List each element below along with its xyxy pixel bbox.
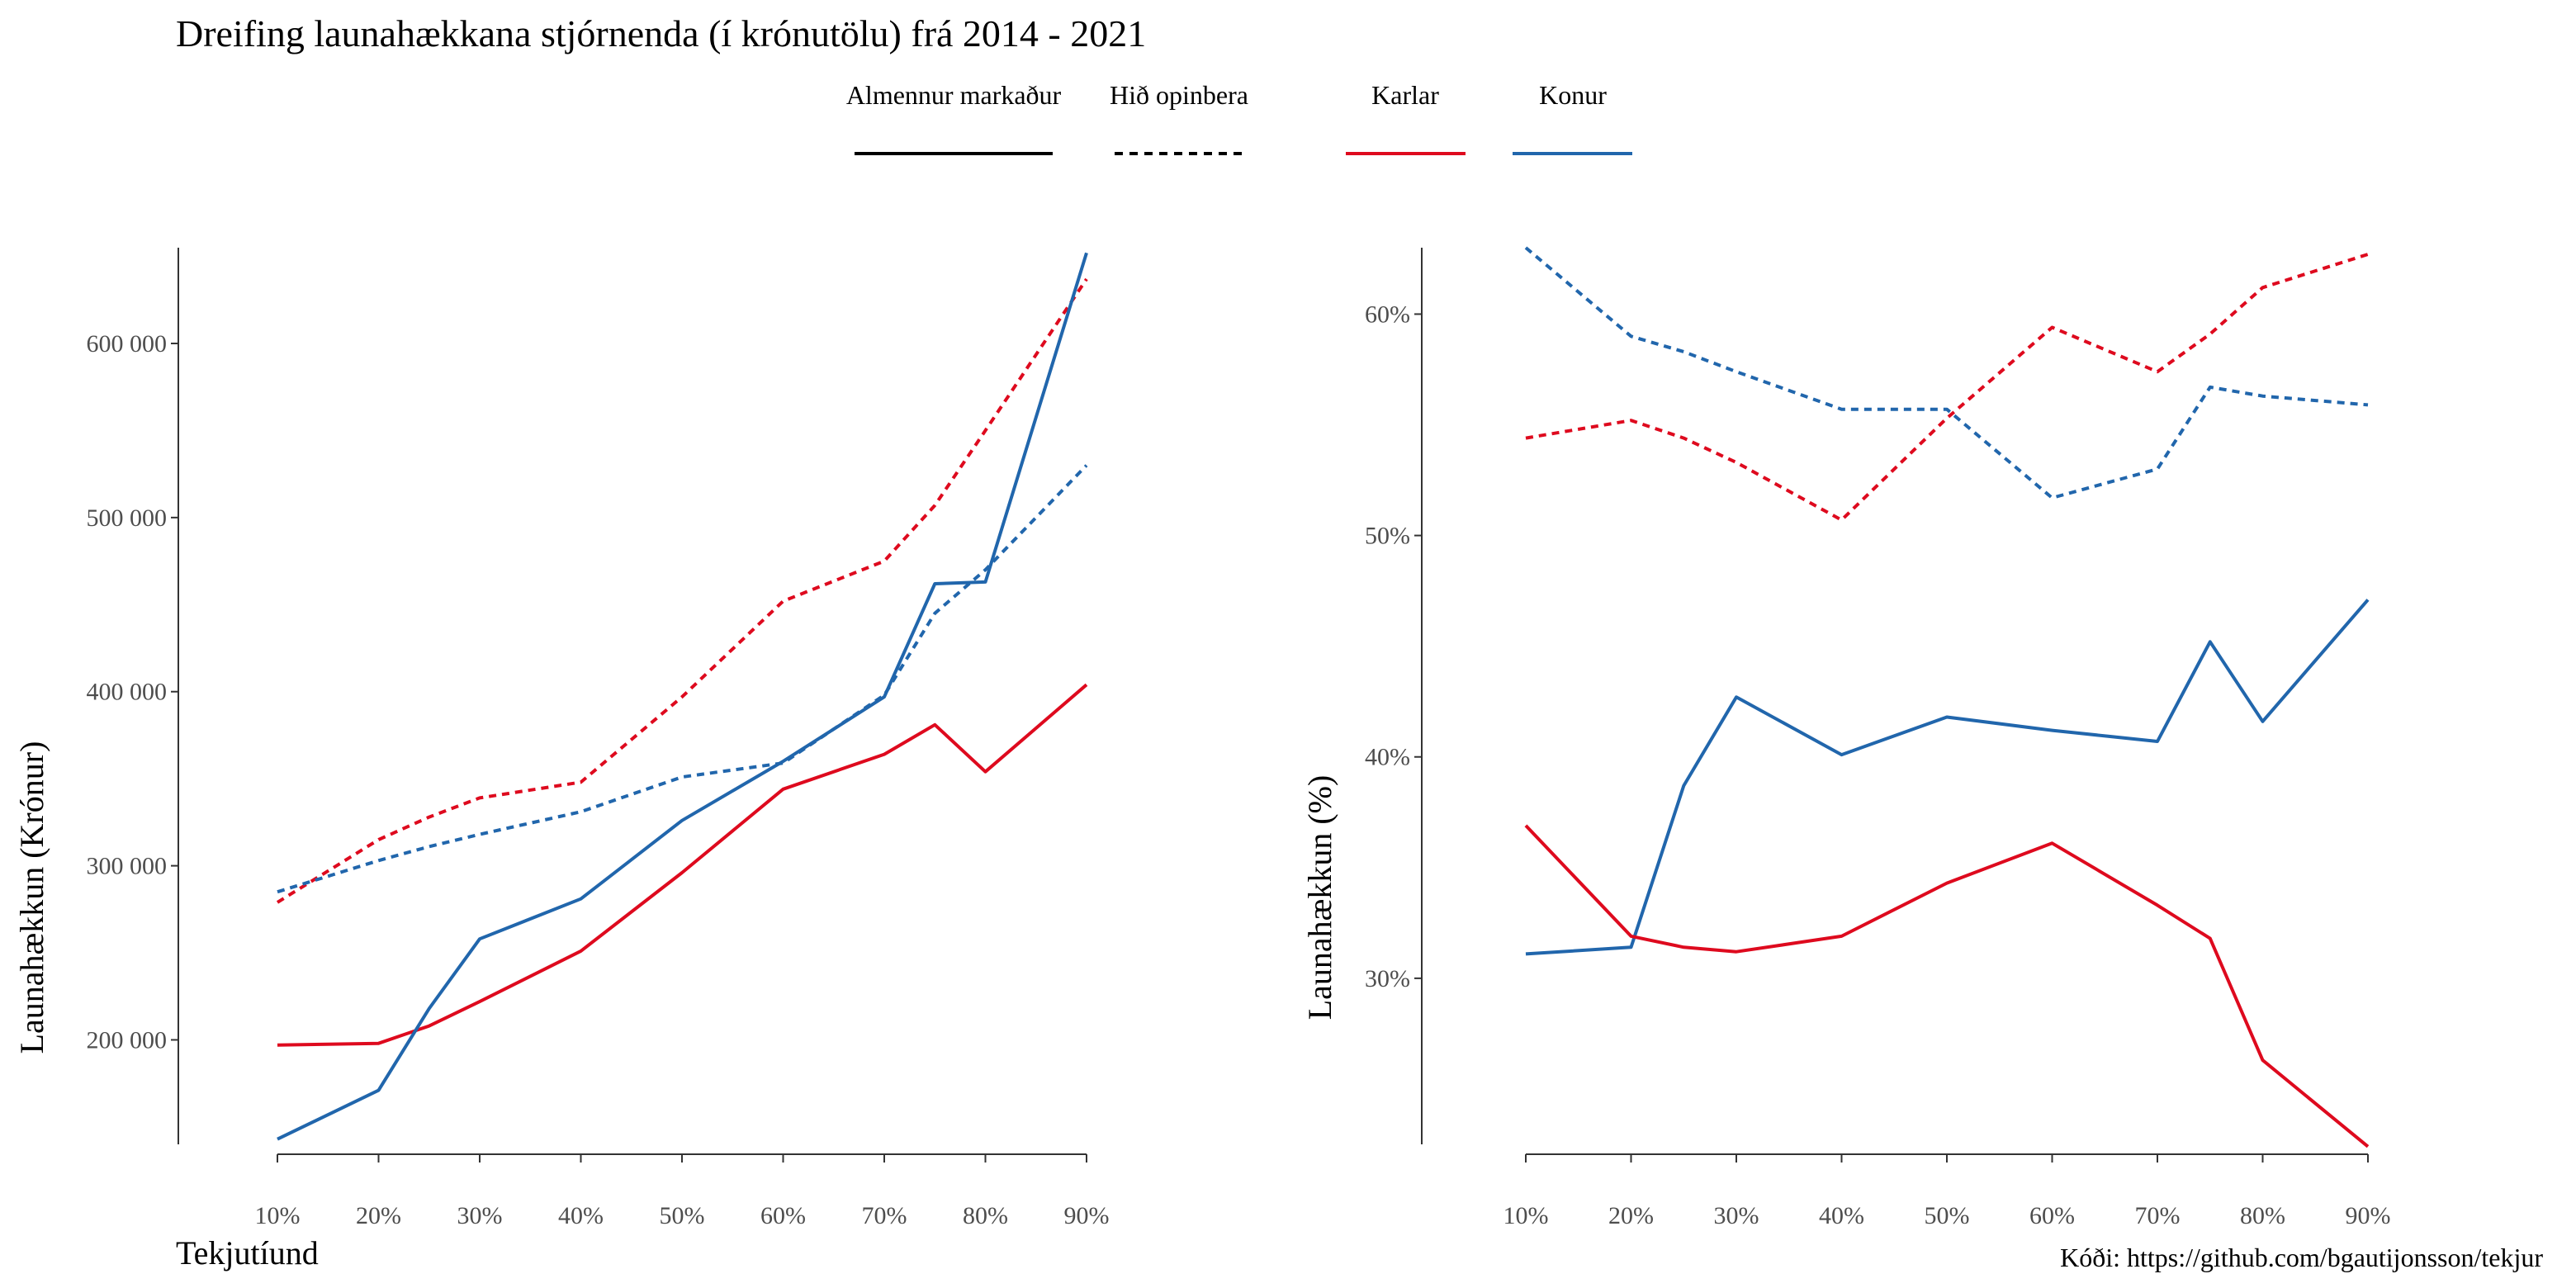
y-tick-label: 60% <box>1365 301 1410 328</box>
series-line-market-karlar <box>1524 824 2370 1148</box>
x-tick-label: 40% <box>558 1202 604 1229</box>
legend-label-karlar: Karlar <box>1371 80 1439 110</box>
x-tick-label: 70% <box>2135 1202 2181 1229</box>
x-tick-label: 70% <box>862 1202 907 1229</box>
x-tick-label: 20% <box>1608 1202 1654 1229</box>
panel-krónur: 200 000 300 000 400 000 500 000 600 000 10% 20… <box>87 248 1110 1229</box>
x-tick-label: 80% <box>2240 1202 2285 1229</box>
y-tick-label: 600 000 <box>87 330 168 358</box>
chart-title: Dreifing launahækkana stjórnenda (í krón… <box>176 12 1146 54</box>
y-tick-label: 30% <box>1365 965 1410 992</box>
y-tick-label: 300 000 <box>87 853 168 880</box>
x-tick-label: 10% <box>255 1202 301 1229</box>
y-tick-label: 200 000 <box>87 1026 168 1054</box>
legend-label-opinbera: Hið opinbera <box>1110 80 1248 110</box>
series-line-public-karlar <box>276 277 1088 904</box>
x-tick-label: 50% <box>660 1202 705 1229</box>
panel-percent: 30% 40% 50% 60% 10% 20% 30% 40% 50% 60% 70% 80% 90% <box>1365 246 2391 1229</box>
legend: Almennur markaður Hið opinbera Karlar Ko… <box>846 80 1632 155</box>
y-axis-title-right: Launahækkun (%) <box>1301 775 1338 1020</box>
x-tick-label: 90% <box>1064 1202 1110 1229</box>
x-axis-title: Tekjutíund <box>176 1234 319 1271</box>
series-line-market-karlar <box>277 683 1088 1047</box>
series-line-market-konur <box>277 252 1088 1141</box>
x-tick-label: 10% <box>1503 1202 1549 1229</box>
y-tick-label: 400 000 <box>87 679 168 706</box>
x-tick-label: 30% <box>457 1202 503 1229</box>
y-tick-label: 500 000 <box>87 504 168 532</box>
x-tick-label: 80% <box>963 1202 1008 1229</box>
legend-color: Karlar Konur <box>1346 80 1632 155</box>
y-tick-label: 50% <box>1365 523 1410 550</box>
series-line-public-konur <box>1524 246 2369 500</box>
x-tick-label: 40% <box>1819 1202 1864 1229</box>
x-tick-label: 20% <box>356 1202 401 1229</box>
y-tick-label: 40% <box>1365 744 1410 771</box>
legend-label-almennur: Almennur markaður <box>846 80 1062 110</box>
x-tick-label: 90% <box>2346 1202 2391 1229</box>
x-tick-label: 30% <box>1714 1202 1759 1229</box>
x-tick-label: 60% <box>760 1202 806 1229</box>
x-tick-label: 60% <box>2029 1202 2075 1229</box>
legend-linetype: Almennur markaður Hið opinbera <box>846 80 1248 155</box>
x-tick-label: 50% <box>1925 1202 1970 1229</box>
series-line-market-konur <box>1525 599 2370 956</box>
series-line-public-karlar <box>1525 253 2369 522</box>
caption: Kóði: https://github.com/bgautijonsson/t… <box>2060 1243 2543 1272</box>
series-line-public-konur <box>277 464 1088 894</box>
legend-label-konur: Konur <box>1539 80 1607 110</box>
y-axis-title-left: Launahækkun (Krónur) <box>13 741 50 1054</box>
